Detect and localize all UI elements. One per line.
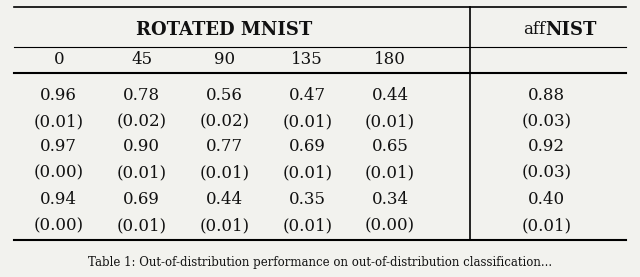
Text: 0.35: 0.35 <box>289 191 326 208</box>
Text: 0.69: 0.69 <box>289 138 326 155</box>
Text: (0.01): (0.01) <box>116 217 166 234</box>
Text: (0.00): (0.00) <box>34 165 84 182</box>
Text: (0.02): (0.02) <box>199 113 250 130</box>
Text: 135: 135 <box>291 52 323 68</box>
Text: 0.96: 0.96 <box>40 87 77 104</box>
Text: (0.01): (0.01) <box>199 217 250 234</box>
Text: 0.34: 0.34 <box>372 191 409 208</box>
Text: Table 1: Out-of-distribution performance on out-of-distribution classification..: Table 1: Out-of-distribution performance… <box>88 257 552 270</box>
Text: (0.01): (0.01) <box>199 165 250 182</box>
Text: (0.01): (0.01) <box>282 113 332 130</box>
Text: (0.01): (0.01) <box>282 165 332 182</box>
Text: 45: 45 <box>131 52 152 68</box>
Text: 90: 90 <box>214 52 235 68</box>
Text: 0.65: 0.65 <box>372 138 408 155</box>
Text: (0.01): (0.01) <box>116 165 166 182</box>
Text: (0.01): (0.01) <box>521 217 572 234</box>
Text: 0.88: 0.88 <box>527 87 564 104</box>
Text: aff: aff <box>524 21 545 38</box>
Text: 0.69: 0.69 <box>123 191 160 208</box>
Text: (0.03): (0.03) <box>521 113 572 130</box>
Text: 0.94: 0.94 <box>40 191 77 208</box>
Text: 180: 180 <box>374 52 406 68</box>
Text: 0.97: 0.97 <box>40 138 77 155</box>
Text: 0.44: 0.44 <box>372 87 409 104</box>
Text: (0.03): (0.03) <box>521 165 572 182</box>
Text: NIST: NIST <box>545 21 597 39</box>
Text: 0.44: 0.44 <box>206 191 243 208</box>
Text: 0.40: 0.40 <box>527 191 564 208</box>
Text: (0.01): (0.01) <box>365 113 415 130</box>
Text: (0.00): (0.00) <box>365 217 415 234</box>
Text: (0.01): (0.01) <box>282 217 332 234</box>
Text: (0.01): (0.01) <box>365 165 415 182</box>
Text: (0.01): (0.01) <box>34 113 84 130</box>
Text: ROTATED MNIST: ROTATED MNIST <box>136 21 312 39</box>
Text: 0: 0 <box>53 52 64 68</box>
Text: (0.00): (0.00) <box>34 217 84 234</box>
Text: (0.02): (0.02) <box>116 113 166 130</box>
Text: 0.78: 0.78 <box>123 87 160 104</box>
Text: 0.56: 0.56 <box>206 87 243 104</box>
Text: 0.90: 0.90 <box>123 138 160 155</box>
Text: 0.92: 0.92 <box>528 138 564 155</box>
Text: 0.47: 0.47 <box>289 87 326 104</box>
Text: 0.77: 0.77 <box>206 138 243 155</box>
